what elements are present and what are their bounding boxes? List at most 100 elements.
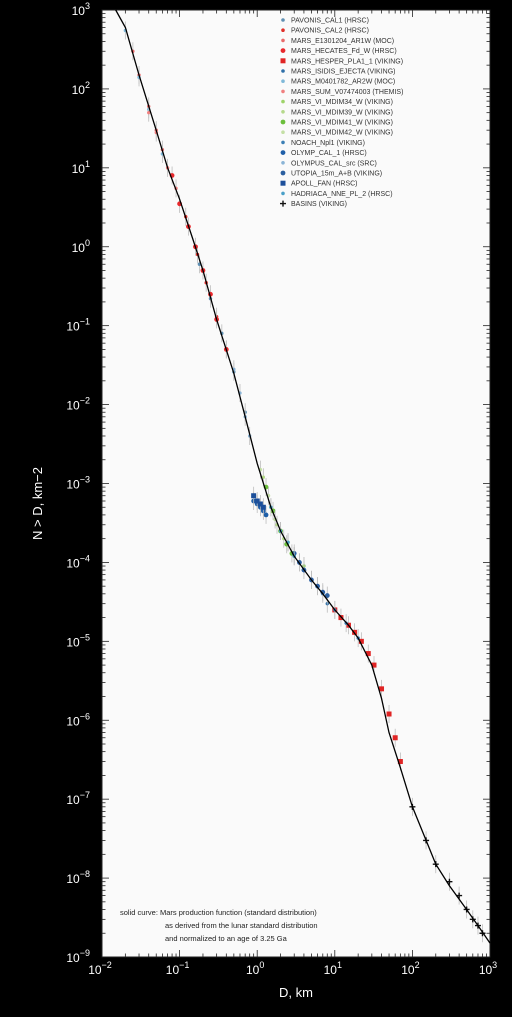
y-tick-label: 102 [72, 80, 90, 97]
y-tick-label: 10−7 [66, 790, 90, 807]
tick-exponent: −8 [80, 869, 90, 879]
tick-base: 10 [72, 83, 86, 97]
legend-entry: BASINS (VIKING) [291, 201, 347, 208]
tick-exponent: −1 [179, 960, 189, 970]
y-tick-label: 10−9 [66, 948, 90, 965]
x-tick-labels: 10−2 10−1 100 101 102 103 [88, 960, 497, 977]
tick-base: 10 [66, 478, 80, 492]
data-point [147, 110, 151, 115]
legend-entry: OLYMP_CAL_1 (HRSC) [291, 150, 367, 157]
legend-entry: MARS_ISIDIS_EJECTA (VIKING) [291, 69, 396, 76]
tick-exponent: −1 [80, 317, 90, 327]
legend-entry: UTOPIA_15m_A+B (VIKING) [291, 171, 382, 178]
legend-marker [281, 110, 285, 114]
data-point [358, 638, 364, 644]
tick-exponent: −7 [80, 790, 90, 800]
tick-base: 10 [72, 162, 86, 176]
x-tick-label: 101 [324, 960, 342, 977]
legend-marker [280, 200, 286, 207]
x-tick-label: 102 [401, 960, 419, 977]
tick-exponent: −9 [80, 948, 90, 958]
data-point [365, 651, 371, 657]
tick-exponent: −4 [80, 553, 90, 563]
data-point [379, 686, 385, 692]
tick-exponent: −5 [80, 632, 90, 642]
data-point [257, 501, 263, 507]
tick-exponent: 1 [337, 960, 342, 970]
tick-exponent: 3 [492, 960, 497, 970]
y-tick-label: 100 [72, 238, 90, 255]
legend-entry: MARS_HESPER_PLA1_1 (VIKING) [291, 58, 403, 65]
y-tick-label: 10−5 [66, 632, 90, 649]
tick-exponent: −2 [80, 396, 90, 406]
tick-base: 10 [66, 320, 80, 334]
data-point [392, 735, 398, 741]
tick-base: 10 [72, 241, 86, 255]
tick-base: 10 [324, 963, 338, 977]
tick-exponent: 2 [85, 80, 90, 90]
y-tick-label: 10−3 [66, 475, 90, 492]
legend-entry: HADRIACA_NNE_PL_2 (HRSC) [291, 191, 393, 198]
legend-entry: MARS_VI_MDIM41_W (VIKING) [291, 120, 393, 127]
curve-annotation: solid curve: Mars production function (s… [120, 908, 318, 943]
data-point [371, 662, 377, 668]
legend-entry: MARS_VI_MDIM42_W (VIKING) [291, 130, 393, 137]
series-apoll-fan-hrsc [251, 486, 266, 517]
legend-entry: MARS_E1301204_AR1W (MOC) [291, 38, 394, 45]
legend-marker [280, 119, 286, 125]
x-tick-label: 103 [479, 960, 497, 977]
tick-base: 10 [66, 793, 80, 807]
tick-base: 10 [166, 963, 180, 977]
tick-base: 10 [66, 951, 80, 965]
tick-base: 10 [66, 872, 80, 886]
y-tick-label: 10−6 [66, 711, 90, 728]
tick-base: 10 [401, 963, 415, 977]
tick-base: 10 [246, 963, 260, 977]
tick-exponent: 1 [85, 159, 90, 169]
legend-marker [281, 18, 285, 22]
data-point [261, 475, 266, 479]
legend-entry: PAVONIS_CAL2 (HRSC) [291, 28, 369, 35]
y-tick-label: 101 [72, 159, 90, 176]
legend-entry: MARS_M0401782_AR2W (MOC) [291, 79, 395, 86]
legend-entry: MARS_HECATES_Fd_W (HRSC) [291, 48, 397, 55]
tick-exponent: 2 [415, 960, 420, 970]
legend-entry: PAVONIS_CAL1 (HRSC) [291, 18, 369, 25]
legend-marker [280, 170, 286, 176]
legend-marker [281, 191, 285, 196]
data-point [254, 498, 260, 504]
axis-ticks [101, 9, 491, 958]
legend-entry: NOACH_Npl1 (VIKING) [291, 140, 365, 147]
legend-marker [280, 180, 286, 186]
tick-exponent: −2 [102, 960, 112, 970]
data-point [324, 593, 330, 598]
data-point [263, 512, 269, 518]
legend-marker [281, 79, 285, 83]
tick-base: 10 [88, 963, 102, 977]
annotation-line-2: as derived from the lunar standard distr… [165, 921, 318, 930]
data-point [260, 504, 266, 510]
legend-marker [280, 58, 286, 64]
legend-marker [281, 161, 285, 165]
legend-entry: MARS_VI_MDIM39_W (VIKING) [291, 109, 393, 116]
tick-exponent: 3 [85, 1, 90, 11]
legend-entry: MARS_VI_MDIM34_W (VIKING) [291, 99, 393, 106]
tick-exponent: −6 [80, 711, 90, 721]
tick-base: 10 [66, 635, 80, 649]
production-function-curve [115, 9, 491, 944]
x-axis-title: D, km [279, 985, 313, 1000]
x-tick-label: 10−2 [88, 960, 112, 977]
annotation-line-3: and normalized to an age of 3.25 Ga [165, 934, 288, 943]
legend-marker [280, 48, 286, 53]
annotation-line-1: solid curve: Mars production function (s… [120, 908, 317, 917]
legend-marker [281, 140, 285, 145]
data-point [397, 759, 403, 765]
tick-base: 10 [66, 556, 80, 570]
legend-marker [281, 89, 285, 94]
y-tick-labels: 10−910−810−710−610−510−410−310−210−11001… [66, 1, 90, 965]
data-point [320, 589, 326, 595]
y-tick-label: 10−8 [66, 869, 90, 886]
tick-exponent: −3 [80, 475, 90, 485]
legend-marker [281, 69, 285, 73]
